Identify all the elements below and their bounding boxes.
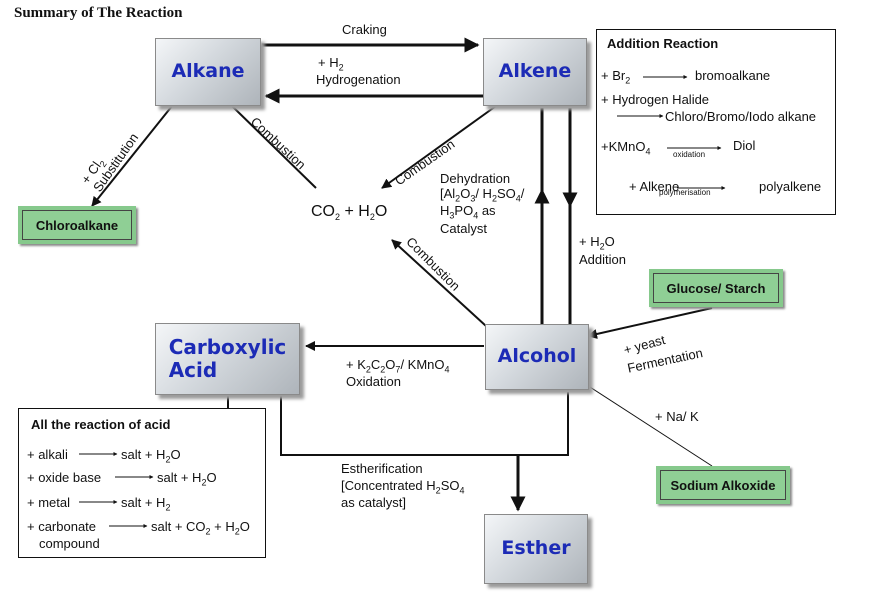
dehydration-label-2: [Al2O3/ H2SO4/: [440, 186, 525, 204]
chloro-bromo-iodo-label: Chloro/Bromo/Iodo alkane: [665, 109, 817, 124]
polymerisation-small-label: polymerisation: [659, 188, 711, 197]
hydrogen-reagent-label: + H2: [318, 55, 344, 73]
co2-h2o-label: CO2 + H2O: [311, 203, 387, 226]
carbonate-product-label: salt + CO2 + H2O: [151, 519, 250, 537]
esther-node: Esther: [484, 514, 588, 584]
esterification-label-3: as catalyst]: [341, 495, 407, 510]
chloroalkane-node: Chloroalkane: [18, 206, 136, 244]
oxidation-label: Oxidation: [346, 374, 401, 389]
kmno4-label: +KMnO4: [601, 139, 651, 157]
dehydration-label-1: Dehydration: [440, 171, 511, 186]
oxidation-reagent-label: + K2C2O7/ KMnO4: [346, 357, 450, 375]
addition-reaction-box: Addition Reaction + Br2 bromoalkane + Hy…: [596, 29, 836, 215]
carbonate-label: + carbonate: [27, 519, 97, 534]
sodium-alkoxide-label: Sodium Alkoxide: [660, 470, 786, 500]
sodium-alkoxide-node: Sodium Alkoxide: [656, 466, 790, 504]
glucose-starch-node: Glucose/ Starch: [649, 269, 783, 307]
carboxylic-label-1: Carboxylic: [168, 335, 287, 359]
addition-heading: Addition Reaction: [607, 36, 719, 51]
alkane-node: Alkane: [155, 38, 261, 106]
hydrogenation-label: Hydrogenation: [316, 72, 401, 87]
acid-box-heading: All the reaction of acid: [31, 417, 171, 432]
br2-label: + Br2: [601, 68, 631, 86]
hydrogen-halide-label: + Hydrogen Halide: [601, 92, 710, 107]
addition-box-arrows: [617, 75, 726, 190]
esther-label: Esther: [501, 537, 571, 560]
carboxylic-acid-node: Carboxylic Acid: [155, 323, 300, 395]
oxide-base-product-label: salt + H2O: [157, 470, 217, 488]
bromoalkane-label: bromoalkane: [695, 68, 771, 83]
carboxylic-acid-label: Carboxylic Acid: [169, 336, 287, 382]
esterification-line-right: [518, 392, 569, 456]
substitution-arrow: [91, 105, 173, 207]
alkene-node: Alkene: [483, 38, 587, 106]
esterification-label-2: [Concentrated H2SO4: [341, 478, 465, 496]
acid-reactions-box: All the reaction of acid + alkali salt +…: [18, 408, 266, 558]
metal-product-label: salt + H2: [121, 495, 171, 513]
alkane-label: Alkane: [171, 60, 245, 83]
esterification-line-left: [280, 392, 518, 456]
dehydration-label-4: Catalyst: [440, 221, 487, 236]
oxide-base-label: + oxide base: [27, 470, 102, 485]
diol-label: Diol: [733, 138, 756, 153]
carboxylic-label-2: Acid: [168, 358, 218, 382]
fermentation-arrow: [587, 307, 713, 339]
na-k-label: + Na/ K: [655, 409, 699, 424]
combustion-alkene-arrow: [381, 105, 497, 189]
dehydration-label-3: H3PO4 as: [440, 203, 496, 221]
combustion-alkane-line: [231, 105, 317, 189]
alcohol-node: Alcohol: [485, 324, 589, 390]
chloroalkane-label: Chloroalkane: [22, 210, 132, 240]
polyalkene-label: polyalkene: [759, 179, 822, 194]
alkene-reagent-label: + Alkene: [629, 179, 680, 194]
carbonate-label-2: compound: [39, 536, 100, 551]
addition-label-1: + H2O: [579, 234, 615, 252]
na-k-line: [575, 377, 713, 467]
combustion-alcohol-arrow: [391, 239, 487, 327]
esterification-label-1: Estherification: [341, 461, 423, 476]
alcohol-label: Alcohol: [497, 345, 577, 368]
metal-label: + metal: [27, 495, 70, 510]
glucose-starch-label: Glucose/ Starch: [653, 273, 779, 303]
oxidation-small-label: oxidation: [673, 150, 706, 159]
alkali-product-label: salt + H2O: [121, 447, 181, 465]
co2-h2o-text: CO2 + H2O: [311, 203, 388, 223]
addition-label-2: Addition: [579, 252, 626, 267]
acid-box-arrows: [79, 452, 154, 528]
alkene-label: Alkene: [498, 60, 572, 83]
craking-label: Craking: [342, 22, 387, 37]
alkali-label: + alkali: [27, 447, 68, 462]
page-title: Summary of The Reaction: [14, 5, 183, 21]
